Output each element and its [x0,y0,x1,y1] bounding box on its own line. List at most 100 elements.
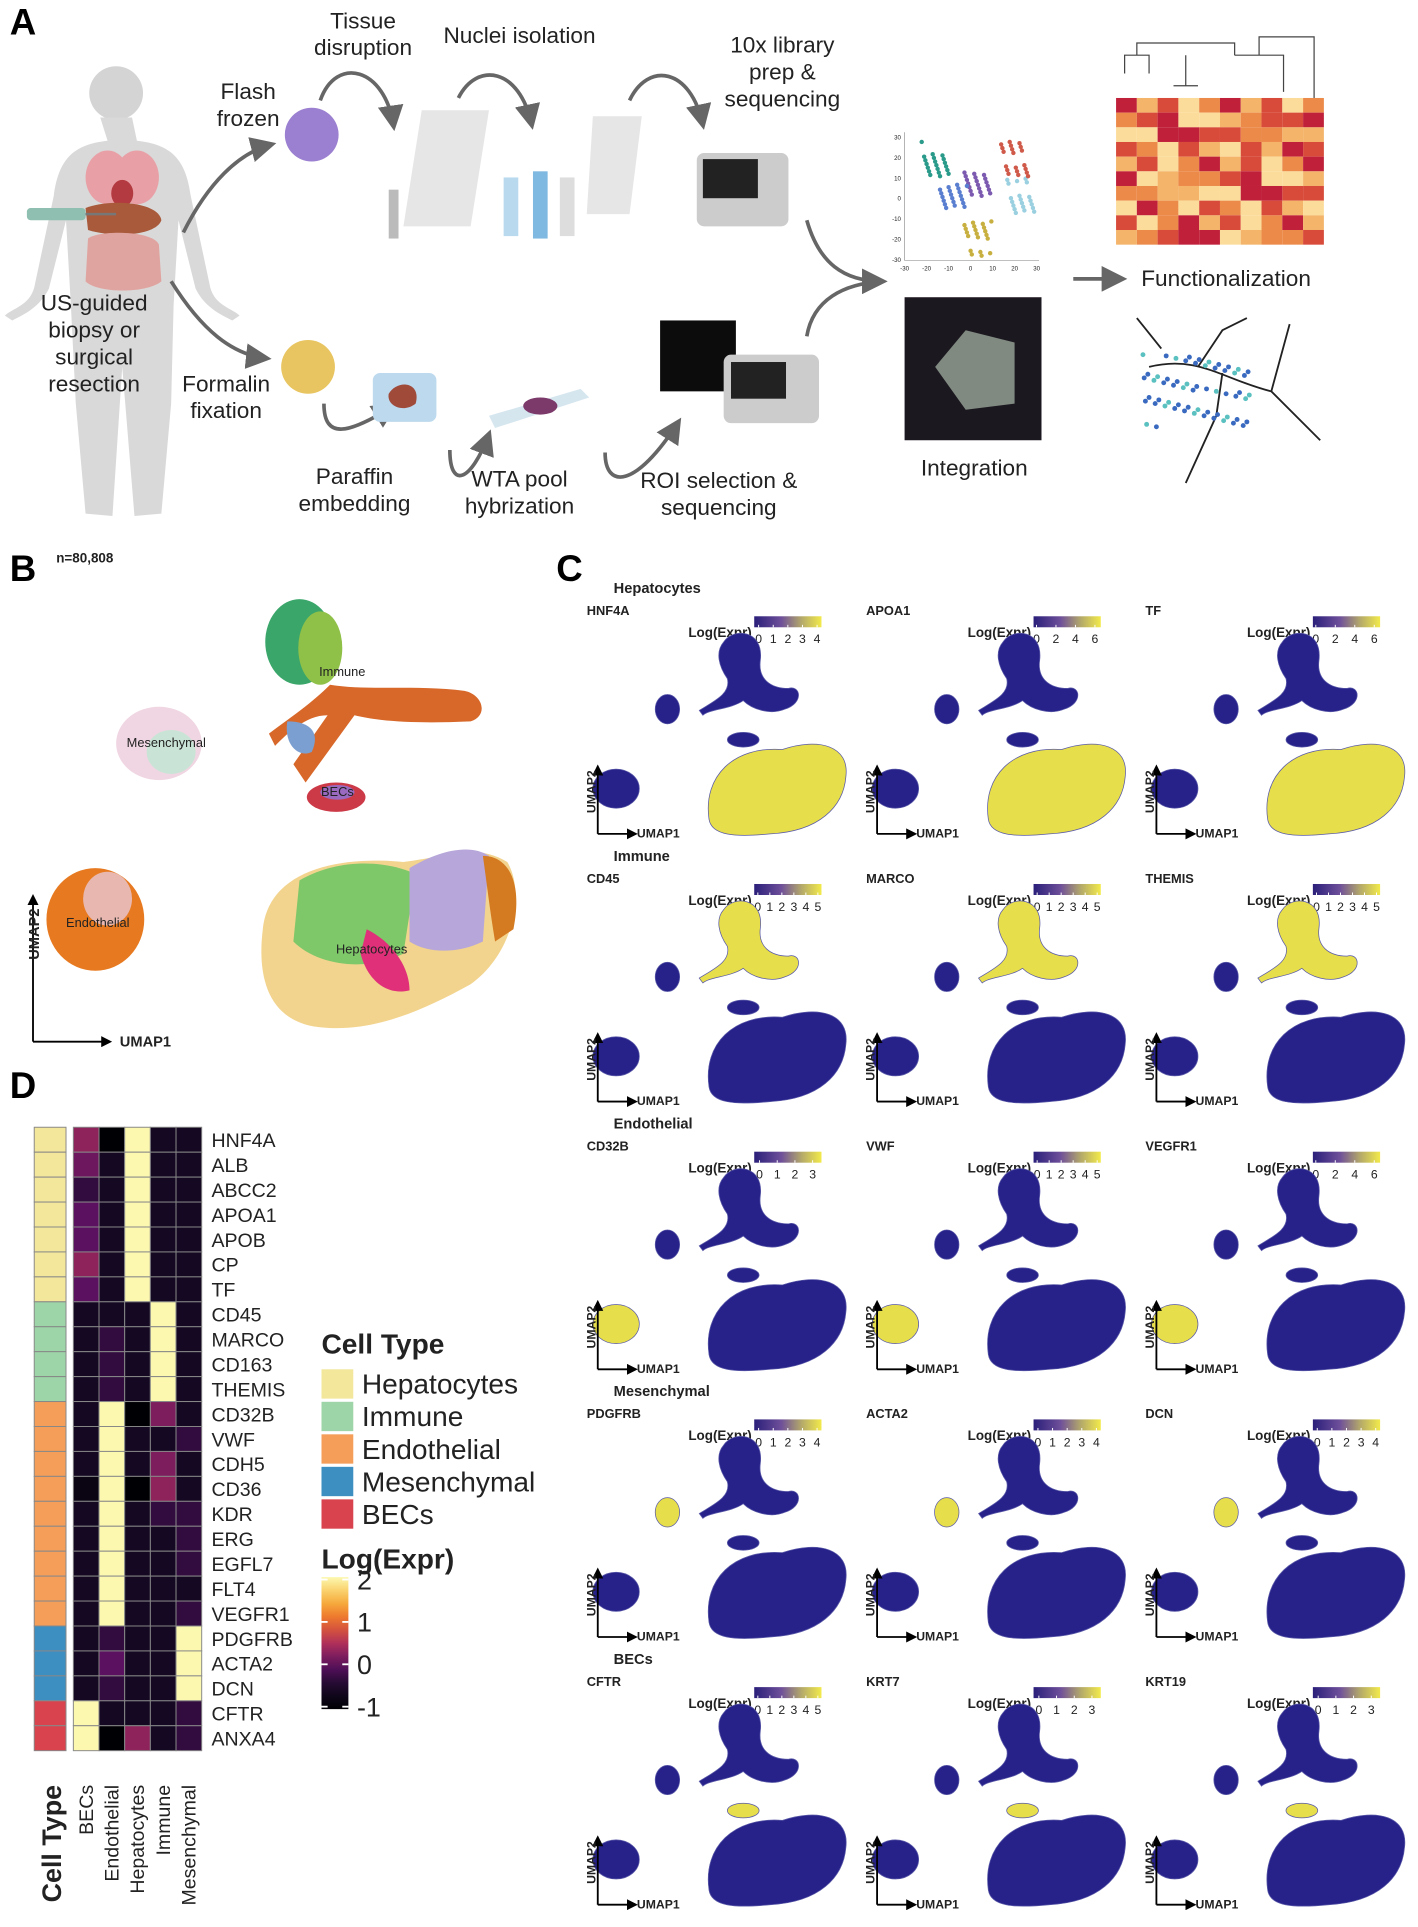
colorbar-tick-label: 0 [756,1168,763,1182]
heatmap-cell [175,1376,203,1403]
illustration-cell [1240,127,1262,142]
illustration-cell [1116,215,1137,230]
colorbar-tick-label: 2 [1058,900,1065,914]
illustration-dot [1183,358,1189,364]
illustration-dot [959,197,965,202]
heatmap-cell [175,1276,203,1303]
colorbar-title: Log(Expr) [321,1544,454,1575]
illustration-dot [1155,374,1161,380]
cell-type-annotation [33,1700,67,1727]
illustration-dot [947,188,953,194]
umap-cluster [654,1229,681,1260]
cell-type-annotation [33,1301,67,1328]
gene-name: PDGFRB [587,1406,641,1421]
workflow-label: fixation [190,398,262,423]
colorbar-tick-label: 6 [1371,632,1378,646]
gene-name: HNF4A [587,603,630,618]
colorbar-tick-label: 1 [357,1608,372,1638]
y-axis-label: UMAP2 [1143,1573,1157,1616]
illustration-dot [1244,419,1250,425]
colorbar-tick-label: 2 [1053,632,1060,646]
heatmap-cell [175,1700,203,1727]
heatmap-cell [175,1226,203,1253]
umap-cluster [707,1546,847,1639]
x-axis-label: UMAP1 [916,827,959,841]
group-title: BECs [614,1652,653,1668]
heatmap-cell [72,1301,100,1328]
heatmap-cell [175,1301,203,1328]
umap-cluster [1257,1168,1358,1252]
legend-swatch [321,1499,354,1529]
illustration-cell [1261,229,1283,245]
illustration-dot [976,186,982,191]
illustration-dot [1161,380,1167,386]
umap-cluster [707,1814,847,1907]
heatmap-cell [175,1500,203,1527]
heatmap-cell [72,1475,100,1502]
mini-y-tick: 10 [894,175,901,182]
gene-label: DCN [211,1679,253,1701]
colorbar-tick-label: 1 [766,900,773,914]
heatmap-cell [98,1401,126,1427]
heatmap-cell [175,1351,203,1378]
umap-cluster [698,1703,799,1787]
colorbar-tick-label: 4 [1351,1168,1358,1182]
umap-cluster [987,1011,1126,1104]
colorbar [754,616,822,628]
heatmap-cell [149,1376,177,1403]
sample-count: n=80,808 [56,550,114,565]
illustration-cell [1199,185,1220,201]
gene-label: ERG [211,1529,253,1551]
colorbar-tick-label: 2 [1332,1168,1339,1182]
illustration-cell [1157,127,1179,142]
illustration-dot [1018,144,1023,150]
illustration-cell [1219,127,1241,142]
umap-cluster [1213,1229,1239,1260]
illustration-dot [923,158,928,163]
illustration-dot [1007,139,1012,145]
heatmap-cell [124,1450,151,1477]
colorbar-tick-label: 3 [1358,1435,1365,1449]
y-axis-label: UMAP2 [1143,1841,1157,1884]
x-axis-label: UMAP1 [916,1094,959,1108]
gene-name: THEMIS [1145,871,1194,886]
cell-type-annotation [33,1376,67,1403]
heatmap-cell [98,1376,126,1403]
illustration-dot [1152,401,1158,407]
illustration-dot [1193,360,1198,366]
heatmap-cell [124,1401,151,1427]
illustration-dot [926,169,932,174]
x-axis-label: UMAP1 [637,1897,680,1911]
illustration-dot [1173,355,1179,361]
heatmap-cell [72,1575,100,1602]
gene-label: ABCC2 [211,1180,276,1202]
heatmap-cell [124,1226,151,1253]
cell-type-annotation [33,1201,67,1228]
legend-swatch [321,1466,354,1497]
umap-cluster [1266,1814,1406,1907]
illustration-cell [1240,229,1262,245]
illustration-cell [1282,141,1304,157]
illustration-dot [1196,357,1202,363]
illustration-dot [952,203,957,208]
umap-cluster [978,1703,1079,1787]
heatmap-cell [98,1675,126,1702]
umap-cluster [978,633,1079,716]
heatmap-cell [98,1475,126,1502]
y-axis-label: UMAP2 [1143,770,1157,813]
illustration-dot [987,251,993,256]
umap-cluster [1285,732,1319,748]
colorbar-tick-label: 3 [799,1435,806,1449]
illustration-dot [963,174,968,179]
heatmap-cell [149,1475,177,1502]
umap-cluster [726,1267,760,1283]
illustration-dot [931,155,937,161]
heatmap-cell [124,1151,151,1178]
colorbar [1033,1151,1101,1163]
colorbar-tick-label: 6 [1371,1168,1378,1182]
legend-swatch [321,1369,354,1399]
gene-label: ACTA2 [211,1654,273,1676]
illustration-dot [951,199,956,205]
heatmap-cell [149,1550,177,1577]
heatmap-cell [124,1525,151,1552]
